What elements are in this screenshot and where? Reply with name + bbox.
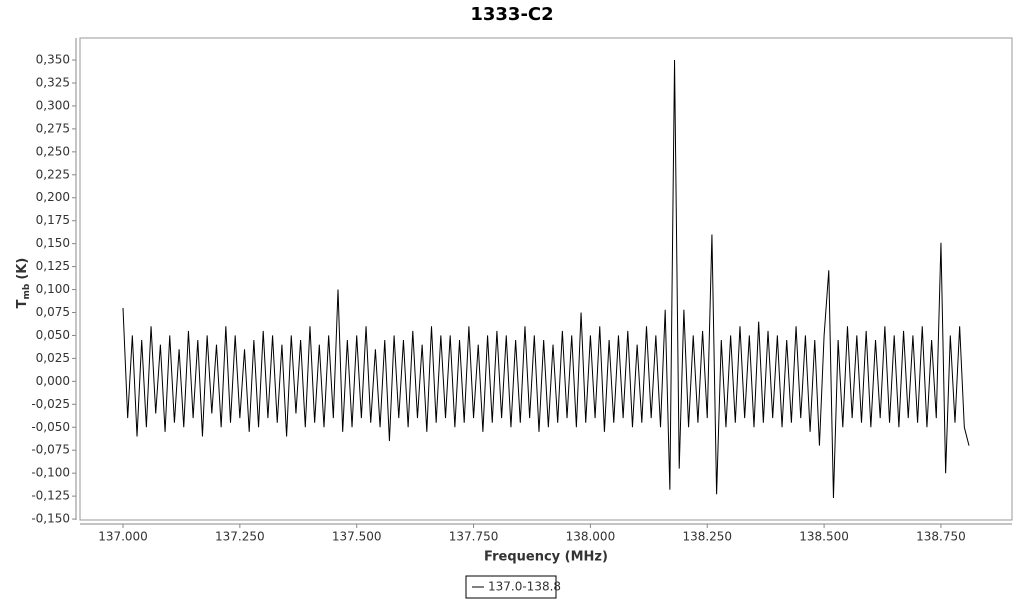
- y-tick-label: 0,050: [36, 328, 70, 342]
- y-tick-label: 0,150: [36, 236, 70, 250]
- y-tick-label: 0,225: [36, 167, 70, 181]
- x-tick-label: 137.500: [332, 530, 382, 544]
- y-label-sub: mb: [22, 283, 32, 299]
- y-tick-label: -0,025: [31, 397, 70, 411]
- y-tick-label: -0,100: [31, 466, 70, 480]
- y-tick-label: 0,000: [36, 374, 70, 388]
- chart-title: 1333-C2: [470, 4, 553, 25]
- x-tick-label: 137.250: [215, 530, 265, 544]
- x-tick-label: 138.000: [566, 530, 616, 544]
- y-tick-label: 0,350: [36, 53, 70, 67]
- y-label-unit: (K): [15, 258, 30, 280]
- legend-box: [465, 575, 557, 599]
- y-tick-label: -0,050: [31, 420, 70, 434]
- y-tick-label: 0,200: [36, 190, 70, 204]
- y-tick-label: -0,075: [31, 443, 70, 457]
- legend-label: 137.0-138.8: [488, 580, 561, 594]
- y-tick-label: 0,275: [36, 121, 70, 135]
- y-tick-label: 0,325: [36, 75, 70, 89]
- y-tick-label: 0,075: [36, 305, 70, 319]
- y-tick-label: 0,300: [36, 98, 70, 112]
- y-tick-label: 0,100: [36, 282, 70, 296]
- y-tick-label: -0,125: [31, 489, 70, 503]
- x-axis-title: Frequency (MHz): [484, 550, 608, 565]
- y-label: T: [15, 299, 30, 308]
- x-tick-label: 137.000: [98, 530, 148, 544]
- y-tick-label: 0,175: [36, 213, 70, 227]
- x-tick-label: 138.250: [682, 530, 732, 544]
- y-tick-label: -0,150: [31, 512, 70, 526]
- spectrum-line: [122, 60, 970, 498]
- y-tick-label: 0,125: [36, 259, 70, 273]
- y-tick-label: 0,250: [36, 144, 70, 158]
- y-tick-label: 0,025: [36, 351, 70, 365]
- x-tick-label: 138.500: [799, 530, 849, 544]
- y-axis-title: Tmb (K): [15, 258, 32, 309]
- x-tick-label: 137.750: [449, 530, 499, 544]
- x-tick-label: 138.750: [916, 530, 966, 544]
- plot-frame: [79, 37, 1013, 521]
